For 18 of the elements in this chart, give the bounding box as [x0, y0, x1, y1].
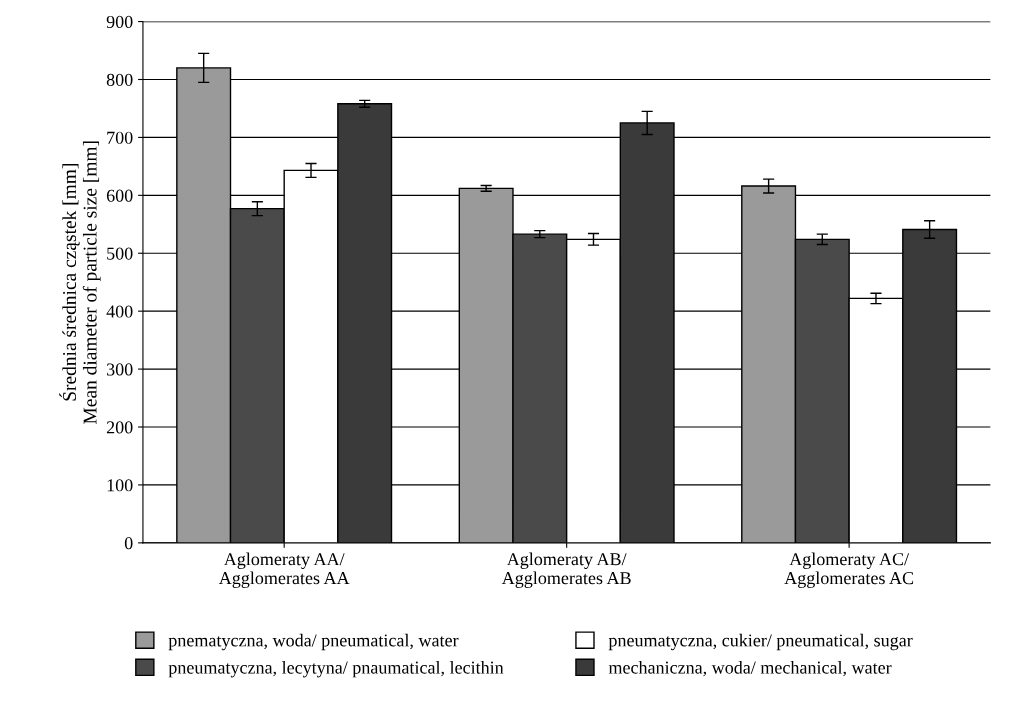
- y-tick-label: 600: [106, 189, 133, 202]
- y-tick-label: 0: [124, 537, 133, 550]
- y-tick-label: 100: [107, 479, 133, 492]
- y-tick-label: 800: [106, 73, 133, 86]
- x-tick-label: Aglomeraty AC/ Agglomerates AC: [784, 552, 914, 588]
- legend-label: pneumatyczna, lecytyna/ pnaumatical, lecithin: [168, 661, 504, 678]
- y-tick-label: 400: [106, 305, 133, 318]
- y-tick-label: 700: [107, 131, 133, 144]
- y-tick-label: 500: [107, 247, 133, 260]
- y-tick-label: 300: [107, 363, 133, 376]
- y-tick-label: 200: [106, 421, 133, 434]
- y-axis-title: Średnia średnica cząstek [mm] Mean diameter of particle size [mm]: [59, 141, 101, 424]
- y-tick-label: 900: [106, 15, 133, 29]
- legend-label: pnematyczna, woda/ pneumatical, water: [168, 633, 459, 651]
- x-tick-label: Aglomeraty AB/ Agglomerates AB: [501, 552, 631, 588]
- legend-label: pneumatyczna, cukier/ pneumatical, sugar: [608, 633, 913, 651]
- x-tick-label: Aglomeraty AA/ Agglomerates AA: [218, 552, 350, 588]
- legend-label: mechaniczna, woda/ mechanical, water: [608, 661, 892, 677]
